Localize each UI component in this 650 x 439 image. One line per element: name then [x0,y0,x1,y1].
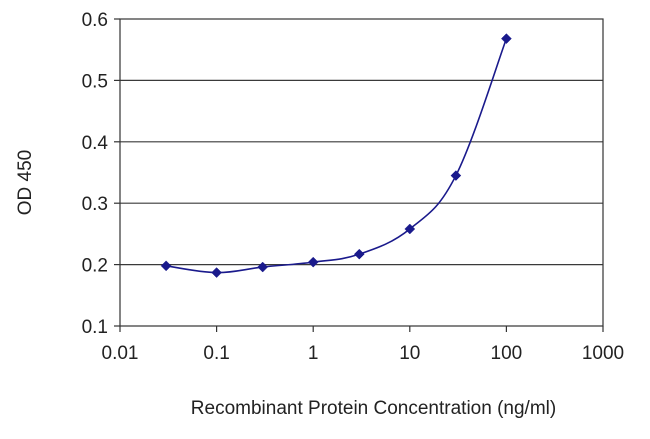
x-tick-label: 0.1 [203,343,229,364]
x-tick-label: 100 [491,343,523,364]
y-tick-label: 0.4 [82,133,109,154]
series-layer [160,33,512,278]
data-point [160,260,172,272]
y-axis: 0.1 0.2 0.3 0.4 0.5 0.6 [82,10,120,338]
data-point [211,267,222,278]
y-axis-title: OD 450 [15,150,36,215]
x-axis-title: Recombinant Protein Concentration (ng/ml… [191,398,556,419]
plot-frame [119,18,604,327]
data-point [307,256,319,268]
y-tick-label: 0.2 [82,256,108,277]
y-tick-label: 0.1 [82,317,108,338]
series-line [165,38,508,274]
x-tick-label: 1 [308,343,319,364]
x-tick-label: 1000 [582,343,624,364]
data-point [404,223,416,235]
data-point [501,33,512,45]
data-point [353,248,365,260]
x-tick-label: 10 [399,343,420,364]
data-point [450,170,462,181]
grid-layer [120,79,603,266]
y-tick-label: 0.3 [82,194,108,215]
data-point [257,261,269,273]
x-axis: 0.01 0.1 1 10 100 1000 [102,326,624,364]
y-tick-label: 0.6 [82,10,108,31]
x-tick-label: 0.01 [102,343,139,364]
y-tick-label: 0.5 [82,71,108,92]
